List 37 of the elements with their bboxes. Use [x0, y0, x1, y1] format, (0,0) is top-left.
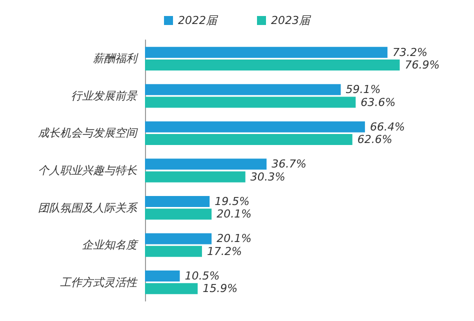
y-tick-label: 工作方式灵活性: [60, 276, 138, 289]
data-label: 10.5%: [184, 270, 220, 283]
bar: [145, 46, 388, 58]
data-label: 36.7%: [272, 158, 307, 171]
bar: [145, 270, 180, 282]
data-label: 63.6%: [360, 96, 396, 109]
data-label: 17.2%: [206, 244, 242, 258]
legend-label: 2022届: [178, 14, 219, 27]
y-tick-label: 企业知名度: [82, 238, 139, 252]
data-label: 19.5%: [214, 194, 250, 208]
bar: [145, 84, 341, 96]
data-label: 15.9%: [202, 282, 238, 296]
y-tick-label: 成长机会与发展空间: [38, 126, 138, 140]
bar: [145, 134, 352, 146]
data-label: 30.3%: [250, 170, 286, 184]
bar: [145, 246, 202, 257]
y-tick-label: 团队氛围及人际关系: [38, 201, 138, 214]
data-label: 62.6%: [357, 133, 392, 146]
y-tick-label: 薪酬福利: [93, 52, 139, 66]
data-label: 66.4%: [370, 120, 405, 134]
data-label: 20.1%: [216, 232, 252, 246]
bar: [145, 158, 267, 170]
bar: [145, 96, 356, 108]
data-label: 73.2%: [392, 46, 428, 59]
bar: [145, 196, 210, 207]
legend-label: 2023届: [271, 14, 312, 27]
bar: [145, 233, 212, 244]
y-tick-label: 个人职业兴趣与特长: [38, 164, 138, 177]
bar: [145, 59, 400, 70]
y-tick-label: 行业发展前景: [71, 89, 138, 102]
bar: [145, 121, 365, 132]
data-label: 76.9%: [404, 58, 440, 72]
data-label: 59.1%: [346, 83, 381, 96]
bar: [145, 208, 212, 220]
bar: [145, 283, 198, 294]
bar: [145, 171, 246, 182]
data-label: 20.1%: [216, 208, 252, 221]
